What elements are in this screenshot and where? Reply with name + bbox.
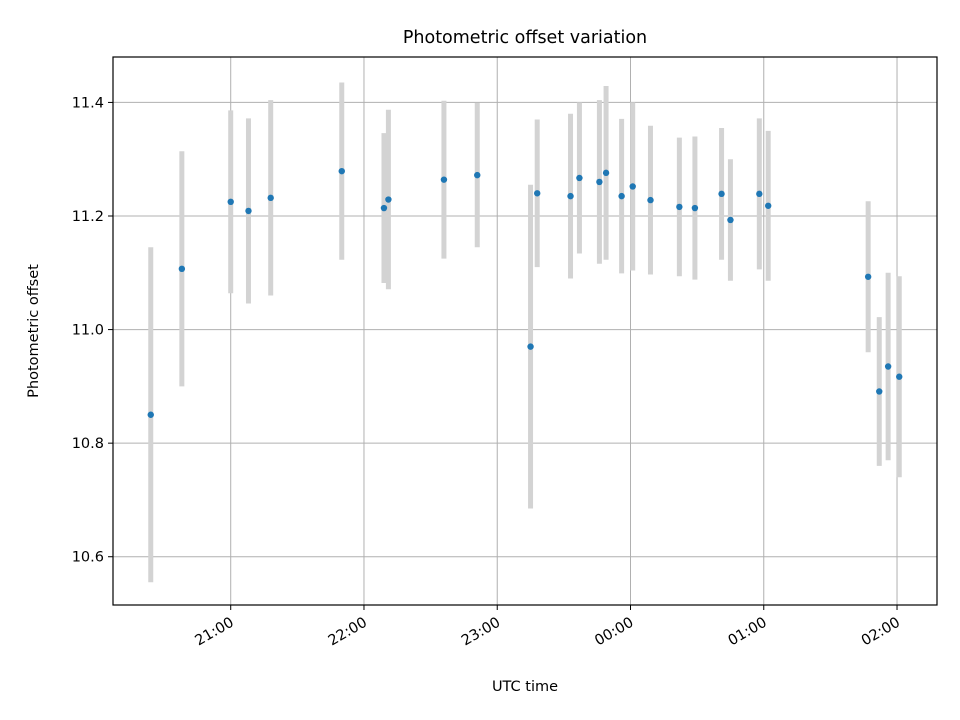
data-point [618,192,625,200]
y-axis-ticks: 10.6 10.8 11.0 11.2 11.4 [72,95,113,566]
data-point [338,167,345,175]
y-tick-label: 11.4 [72,95,104,111]
y-tick-label: 10.6 [72,550,104,566]
data-point [380,204,388,212]
data-point [884,363,892,370]
data-point [567,192,574,200]
data-point [267,194,274,202]
data-point [876,388,883,395]
data-points [147,167,903,418]
y-axis-label: Photometric offset [26,264,42,398]
y-tick-label: 11.0 [72,323,104,339]
data-point [765,202,772,209]
data-point [691,204,699,212]
data-point [596,178,603,186]
data-point [602,169,610,177]
data-point [756,190,763,198]
data-point [896,373,903,380]
data-point [864,273,872,280]
data-point [527,343,534,350]
data-point [440,176,448,183]
data-point [178,265,186,273]
data-point [245,207,252,215]
data-point [647,196,654,204]
data-point [474,171,481,179]
data-point [227,198,234,206]
plot-frame [112,56,938,606]
data-point [385,196,392,203]
data-point [727,216,734,224]
chart-title: Photometric offset variation [403,28,647,48]
data-point [147,411,154,418]
data-point [676,203,683,211]
data-point [534,190,541,197]
x-axis-label: UTC time [492,679,558,695]
data-point [629,183,636,190]
y-tick-label: 10.8 [72,436,104,452]
y-tick-label: 11.2 [72,209,104,225]
data-point [718,190,725,198]
data-point [576,174,583,182]
